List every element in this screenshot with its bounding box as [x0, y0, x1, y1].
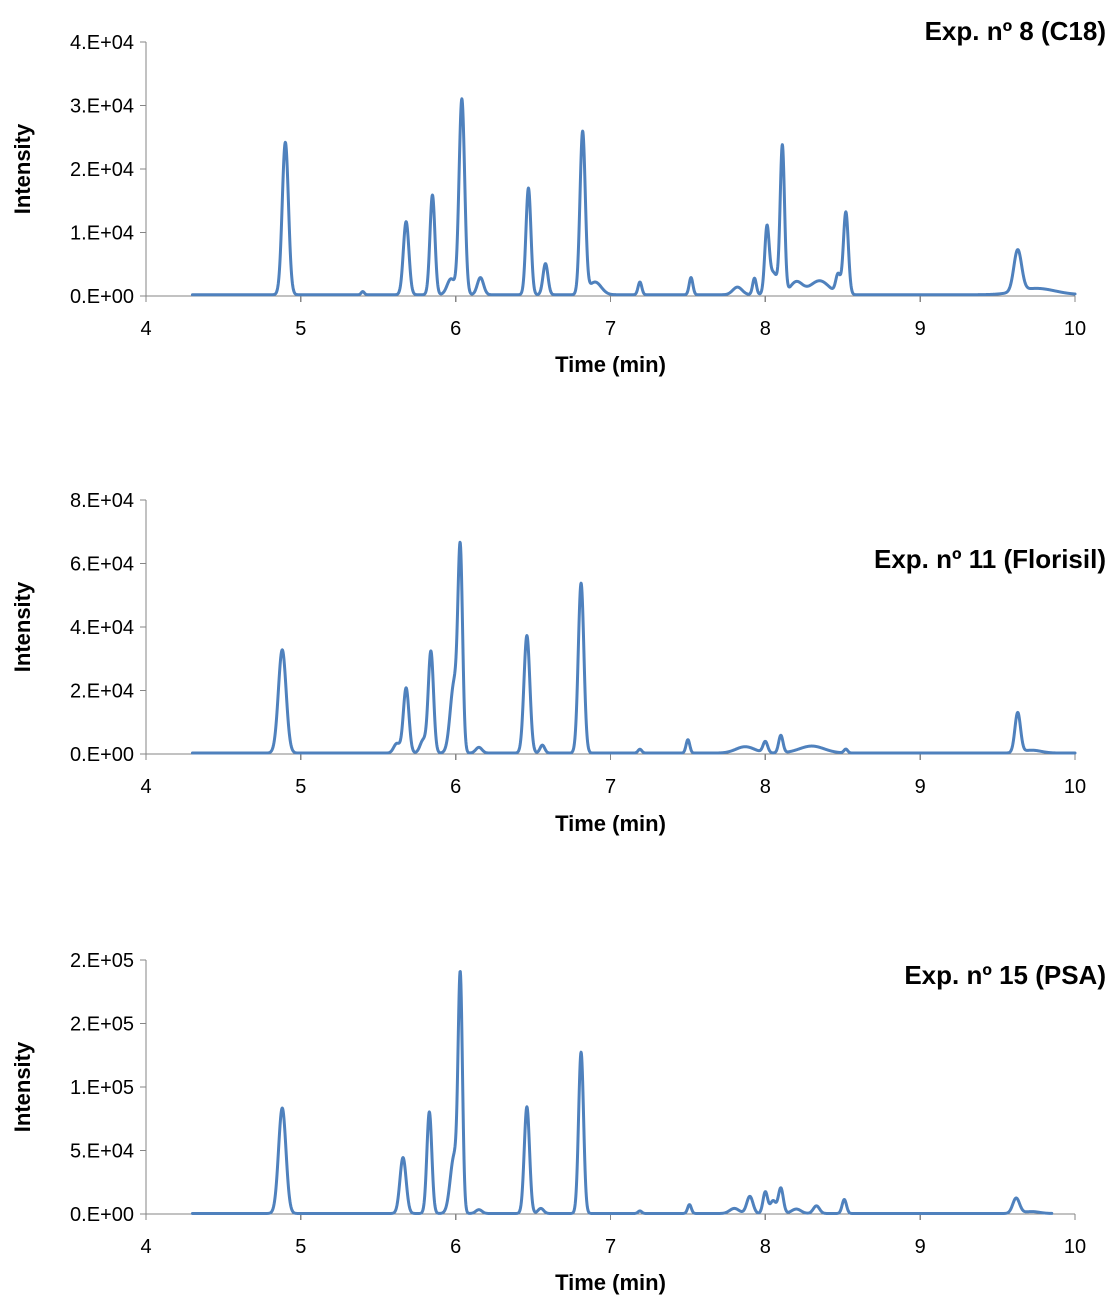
- x-tick-label: 9: [915, 318, 926, 340]
- x-tick-label: 5: [295, 318, 306, 340]
- x-tick-label: 5: [295, 1236, 306, 1258]
- x-tick-label: 9: [915, 1236, 926, 1258]
- x-tick-label: 9: [915, 776, 926, 798]
- y-tick-label: 6.E+04: [70, 554, 134, 576]
- x-tick-label: 7: [605, 1236, 616, 1258]
- chromatogram-trace: [190, 97, 1077, 297]
- x-tick-label: 7: [605, 776, 616, 798]
- y-tick-label: 8.E+04: [70, 490, 134, 512]
- x-axis-title: Time (min): [555, 811, 666, 836]
- y-tick-label: 2.E+05: [70, 1014, 134, 1036]
- y-axis-title: Intensity: [10, 123, 35, 214]
- y-tick-label: 2.E+05: [70, 950, 134, 972]
- panel-title: Exp. nº 11 (Florisil): [874, 544, 1106, 574]
- x-tick-label: 8: [760, 318, 771, 340]
- chromatogram-trace: [190, 540, 1077, 755]
- x-tick-label: 10: [1064, 1236, 1086, 1258]
- y-tick-label: 2.E+04: [70, 159, 134, 181]
- y-tick-label: 4.E+04: [70, 617, 134, 639]
- x-tick-label: 4: [140, 1236, 151, 1258]
- y-tick-label: 1.E+05: [70, 1077, 134, 1099]
- y-axis-title: Intensity: [10, 581, 35, 672]
- y-tick-label: 1.E+04: [70, 223, 134, 245]
- y-tick-label: 0.E+00: [70, 286, 134, 308]
- x-tick-label: 10: [1064, 776, 1086, 798]
- y-tick-label: 3.E+04: [70, 96, 134, 118]
- chart-panel-1: 0.E+00 1.E+04 2.E+04 3.E+04 4.E+04 4 5 6 7 8 9 10 Ti…: [10, 16, 1106, 377]
- chart-panel-3: 0.E+00 5.E+04 1.E+05 2.E+05 2.E+05 4 5 6 7 8 9 10 Ti…: [10, 950, 1106, 1295]
- x-tick-label: 7: [605, 318, 616, 340]
- x-tick-label: 10: [1064, 318, 1086, 340]
- x-tick-label: 6: [450, 318, 461, 340]
- x-tick-label: 6: [450, 1236, 461, 1258]
- y-axis-title: Intensity: [10, 1041, 35, 1132]
- x-axis-title: Time (min): [555, 352, 666, 377]
- chromatogram-trace: [190, 970, 1054, 1215]
- panel-title: Exp. nº 15 (PSA): [904, 960, 1106, 990]
- y-tick-label: 4.E+04: [70, 32, 134, 54]
- y-tick-label: 2.E+04: [70, 681, 134, 703]
- x-axis-title: Time (min): [555, 1270, 666, 1295]
- y-tick-label: 0.E+00: [70, 1204, 134, 1226]
- x-tick-label: 4: [140, 318, 151, 340]
- x-tick-label: 8: [760, 776, 771, 798]
- y-tick-label: 5.E+04: [70, 1141, 134, 1163]
- x-tick-label: 8: [760, 1236, 771, 1258]
- x-tick-label: 4: [140, 776, 151, 798]
- panel-title: Exp. nº 8 (C18): [925, 16, 1106, 46]
- x-tick-label: 5: [295, 776, 306, 798]
- chart-panel-2: 0.E+00 2.E+04 4.E+04 6.E+04 8.E+04 4 5 6 7 8 9 10 Ti…: [10, 490, 1106, 836]
- y-tick-label: 0.E+00: [70, 744, 134, 766]
- x-tick-label: 6: [450, 776, 461, 798]
